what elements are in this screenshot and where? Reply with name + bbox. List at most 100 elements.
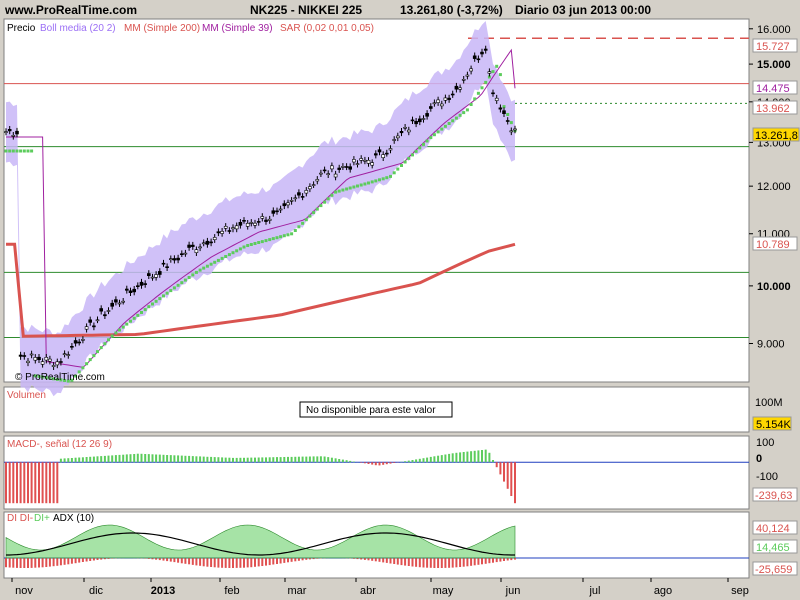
dmi-minus-bar: [166, 558, 169, 562]
macd-bar: [506, 462, 509, 489]
sar-dot: [26, 149, 30, 153]
sar-dot: [246, 244, 250, 247]
macd-bar: [78, 457, 81, 463]
sar-dot: [473, 97, 477, 101]
dmi-minus-bar: [213, 558, 216, 568]
sar-dot: [484, 80, 488, 84]
sar-dot: [400, 164, 403, 167]
sar-dot: [202, 266, 206, 270]
y-tick-label: 9.000: [757, 339, 785, 351]
macd-bar: [63, 458, 66, 463]
sar-dot: [495, 64, 499, 68]
candle-body: [231, 227, 235, 230]
candle-body: [348, 166, 353, 170]
macd-bar: [433, 456, 436, 463]
dmi-minus-bar: [23, 558, 26, 568]
macd-bar: [217, 457, 220, 463]
dmi-minus-bar: [8, 558, 11, 568]
dmi-minus-bar: [30, 558, 33, 568]
macd-panel[interactable]: [3, 435, 750, 510]
macd-bar: [103, 455, 106, 463]
sar-dot: [33, 374, 37, 378]
candle-body: [169, 258, 173, 261]
macd-bar: [422, 458, 425, 463]
macd-bar: [52, 462, 55, 504]
candle-body: [417, 118, 422, 123]
candle-body: [205, 240, 210, 245]
adx-line: [6, 532, 515, 556]
dmi-minus-bar: [235, 558, 238, 568]
value-label-15727: 15.727: [756, 41, 790, 53]
no-data-box: [299, 401, 453, 418]
dmi-minus-bar: [188, 558, 191, 565]
dmi-minus-bar: [206, 558, 209, 567]
dmi-minus-bar: [503, 558, 505, 561]
dmi-minus-bar: [265, 558, 267, 566]
sar-dot: [253, 242, 257, 245]
dmi-minus-bar: [243, 558, 245, 568]
candle-body: [297, 192, 301, 196]
sar-dot: [140, 311, 143, 314]
candle-body: [62, 353, 67, 356]
sar-dot: [436, 130, 440, 134]
candle-body: [95, 319, 100, 322]
candle-body: [33, 357, 38, 361]
dmi-minus-bar: [455, 558, 458, 568]
candle-body: [509, 130, 514, 133]
dmi-minus-bar: [356, 558, 359, 560]
sar-dot: [275, 236, 279, 240]
dmi-minus-bar: [272, 558, 275, 565]
candle-body: [161, 262, 166, 265]
macd-bar: [444, 454, 447, 463]
candle-body: [256, 221, 261, 223]
macd-bar: [297, 456, 300, 463]
x-axis-label: jul: [588, 585, 600, 597]
macd-bar: [169, 455, 172, 463]
sar-dot: [37, 374, 41, 378]
sar-dot: [326, 197, 330, 201]
dmi-value-2: 14,465: [756, 542, 790, 554]
sar-dot: [85, 362, 89, 366]
macd-bar: [180, 455, 183, 463]
site-title[interactable]: www.ProRealTime.com: [5, 3, 138, 17]
candle-body: [121, 300, 125, 303]
x-axis-label: mar: [288, 585, 307, 597]
sar-dot: [129, 319, 132, 323]
macd-bar: [92, 456, 95, 463]
macd-bar: [265, 457, 267, 463]
candle-body: [322, 169, 327, 172]
macd-bar: [374, 462, 377, 466]
sar-dot: [268, 238, 272, 242]
candle-body: [40, 361, 45, 365]
macd-bar: [118, 454, 121, 463]
macd-bar: [162, 454, 165, 463]
candle-body: [191, 244, 195, 247]
macd-bar: [440, 455, 443, 463]
dmi-minus-bar: [312, 558, 315, 560]
dmi-minus-bar: [96, 558, 99, 560]
value-label-13962: 13.962: [756, 103, 790, 115]
dmi-minus-bar: [360, 558, 363, 560]
macd-value: -239,63: [755, 490, 792, 502]
sar-dot: [15, 149, 19, 153]
candle-body: [264, 219, 268, 222]
sar-dot: [48, 376, 52, 380]
candle-body: [110, 302, 114, 307]
sar-dot: [30, 149, 34, 153]
dmi-minus-bar: [78, 558, 81, 563]
macd-bar: [488, 452, 491, 463]
x-axis-label: sep: [731, 585, 749, 597]
macd-bar: [470, 451, 473, 463]
candle-body: [216, 231, 221, 234]
sar-dot: [498, 73, 502, 77]
candle-body: [337, 167, 342, 170]
dmi-minus-bar: [294, 558, 297, 562]
legend-boll: Boll media (20 2): [40, 23, 116, 34]
sar-dot: [345, 187, 349, 191]
sar-dot: [198, 268, 202, 272]
macd-bar: [316, 456, 319, 463]
dmi-minus-bar: [276, 558, 278, 564]
sar-dot: [319, 204, 323, 208]
sar-dot: [480, 86, 484, 90]
sar-dot: [396, 167, 400, 171]
